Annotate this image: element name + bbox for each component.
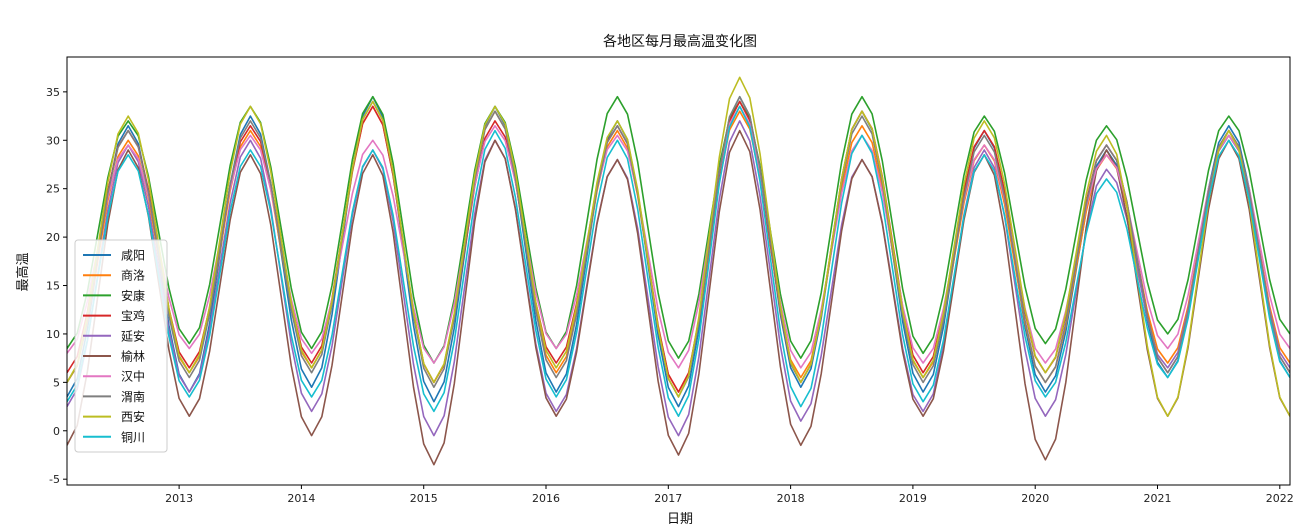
x-tick: 2013 <box>165 485 193 505</box>
y-tick-label: 5 <box>53 376 60 389</box>
series-line-0 <box>67 95 1290 408</box>
legend-item: 宝鸡 <box>83 308 145 323</box>
y-tick: 15 <box>46 280 67 293</box>
series-line-9 <box>67 105 1290 418</box>
x-tick-label: 2013 <box>165 492 193 505</box>
y-tick-label: 15 <box>46 280 60 293</box>
legend-item: 榆林 <box>83 349 145 364</box>
legend-label: 宝鸡 <box>121 308 145 323</box>
x-axis-label: 日期 <box>667 512 693 527</box>
series-line-8 <box>67 76 1290 418</box>
y-tick: 30 <box>46 134 67 147</box>
x-tick-label: 2021 <box>1144 492 1172 505</box>
x-tick: 2019 <box>899 485 927 505</box>
y-tick-label: 25 <box>46 183 60 196</box>
y-tick-label: 35 <box>46 86 60 99</box>
y-tick: 25 <box>46 183 67 196</box>
plot-area <box>67 76 1290 466</box>
legend-label: 安康 <box>121 288 145 303</box>
legend-item: 商洛 <box>83 268 145 283</box>
x-tick: 2022 <box>1266 485 1294 505</box>
x-tick: 2014 <box>287 485 315 505</box>
legend-label: 榆林 <box>121 349 145 364</box>
x-tick-label: 2019 <box>899 492 927 505</box>
y-tick: 35 <box>46 86 67 99</box>
chart-title: 各地区每月最高温变化图 <box>603 33 757 50</box>
legend-item: 安康 <box>83 288 145 303</box>
x-tick-label: 2020 <box>1021 492 1049 505</box>
x-tick-label: 2018 <box>777 492 805 505</box>
y-tick: 5 <box>53 376 67 389</box>
x-tick-label: 2017 <box>654 492 682 505</box>
x-tick-label: 2022 <box>1266 492 1294 505</box>
y-tick-label: 10 <box>46 328 60 341</box>
legend-label: 铜川 <box>121 429 145 444</box>
y-tick-label: 20 <box>46 231 60 244</box>
legend-label: 商洛 <box>121 268 145 283</box>
series-line-4 <box>67 120 1290 437</box>
legend-item: 铜川 <box>83 429 145 444</box>
y-tick-label: -5 <box>49 473 60 486</box>
legend-label: 延安 <box>121 328 145 343</box>
x-tick: 2017 <box>654 485 682 505</box>
legend-label: 西安 <box>121 409 145 424</box>
axes: -5 0 5 10 15 20 25 30 35 2013 2014 2015 2016 2017 2018… <box>46 56 1294 505</box>
plot-frame <box>66 56 1291 486</box>
x-tick: 2016 <box>532 485 560 505</box>
legend-item: 西安 <box>83 409 145 424</box>
y-tick-label: 30 <box>46 134 60 147</box>
x-tick-label: 2016 <box>532 492 560 505</box>
y-tick: 20 <box>46 231 67 244</box>
y-axis-label: 最高温 <box>15 252 31 291</box>
legend-item: 汉中 <box>83 369 145 384</box>
x-tick: 2021 <box>1144 485 1172 505</box>
series-line-2 <box>67 95 1290 364</box>
x-tick: 2020 <box>1021 485 1049 505</box>
y-tick: 0 <box>53 425 67 438</box>
legend-box <box>74 239 168 453</box>
x-tick: 2018 <box>777 485 805 505</box>
legend-item: 延安 <box>83 328 145 343</box>
y-tick: -5 <box>49 473 67 486</box>
x-tick-label: 2015 <box>410 492 438 505</box>
legend-label: 汉中 <box>121 369 145 384</box>
x-tick: 2015 <box>410 485 438 505</box>
x-tick-label: 2014 <box>287 492 315 505</box>
y-tick: 10 <box>46 328 67 341</box>
legend-item: 咸阳 <box>83 249 145 263</box>
series-line-5 <box>67 129 1290 466</box>
legend-label: 咸阳 <box>121 249 145 263</box>
legend-item: 渭南 <box>83 389 145 404</box>
legend-label: 渭南 <box>121 389 145 404</box>
y-tick-label: 0 <box>53 425 60 438</box>
